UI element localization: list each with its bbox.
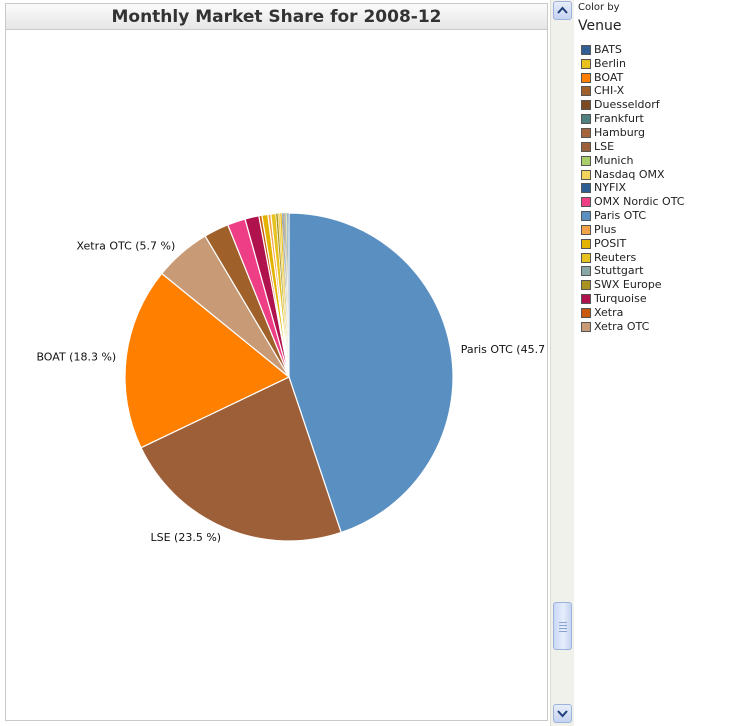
chart-panel: Paris OTC (45.7 LSE (23.5 %) BOAT (18.3 %)… (5, 3, 548, 721)
legend-item-berlin: Berlin (581, 57, 736, 71)
legend-label: NYFIX (594, 181, 627, 195)
legend-label: Reuters (594, 250, 637, 264)
legend-label: Munich (594, 153, 634, 167)
slice-label-xetra-otc: Xetra OTC (5.7 %) (76, 239, 175, 252)
legend-swatch (581, 183, 591, 194)
legend-item-omx-nordic-otc: OMX Nordic OTC (581, 195, 736, 209)
legend-label: POSIT (594, 236, 627, 250)
legend-label: Stuttgart (594, 264, 644, 278)
legend-item-plus: Plus (581, 223, 736, 237)
legend-swatch (581, 280, 591, 291)
legend-swatch (581, 266, 591, 277)
legend: Color by Venue BATS Berlin BOAT CHI-X Duesse… (578, 2, 736, 334)
legend-label: Turquoise (594, 292, 647, 306)
legend-swatch (581, 197, 591, 208)
legend-item-hamburg: Hamburg (581, 126, 736, 140)
legend-label: OMX Nordic OTC (594, 195, 685, 209)
pie-slice-paris-otc[interactable] (288, 212, 454, 534)
legend-swatch (581, 211, 591, 222)
legend-label: Duesseldorf (594, 98, 660, 112)
legend-item-swx-europe: SWX Europe (581, 278, 736, 292)
legend-item-boat: BOAT (581, 71, 736, 85)
legend-item-xetra: Xetra (581, 306, 736, 320)
legend-item-munich: Munich (581, 154, 736, 168)
legend-label: LSE (594, 139, 615, 153)
legend-swatch (581, 321, 591, 332)
legend-item-posit: POSIT (581, 237, 736, 251)
chevron-down-icon (557, 710, 568, 718)
legend-item-bats: BATS (581, 43, 736, 57)
legend-swatch (581, 141, 591, 152)
legend-swatch (581, 114, 591, 125)
legend-color-by-label: Color by (578, 2, 620, 13)
legend-title: Venue (578, 18, 622, 34)
legend-swatch (581, 44, 591, 55)
legend-item-stuttgart: Stuttgart (581, 265, 736, 279)
vertical-scrollbar[interactable] (550, 0, 574, 726)
legend-item-lse: LSE (581, 140, 736, 154)
chart-title: Monthly Market Share for 2008-12 (6, 4, 547, 30)
legend-label: BOAT (594, 70, 624, 84)
legend-item-reuters: Reuters (581, 251, 736, 265)
legend-swatch (581, 294, 591, 305)
slice-label-paris-otc: Paris OTC (45.7 (461, 343, 545, 356)
slice-label-lse: LSE (23.5 %) (151, 531, 222, 544)
legend-item-turquoise: Turquoise (581, 292, 736, 306)
pie-slice-boat[interactable] (124, 272, 291, 449)
scroll-thumb[interactable] (553, 602, 572, 650)
pie-slice-lse[interactable] (140, 376, 342, 542)
legend-swatch (581, 155, 591, 166)
legend-item-nyfix: NYFIX (581, 181, 736, 195)
legend-label: Paris OTC (594, 209, 647, 223)
legend-swatch (581, 58, 591, 69)
legend-label: SWX Europe (594, 278, 662, 292)
legend-label: Xetra (594, 305, 624, 319)
pie-chart: Paris OTC (45.7 LSE (23.5 %) BOAT (18.3 %)… (36, 212, 545, 544)
legend-swatch (581, 169, 591, 180)
legend-swatch (581, 72, 591, 83)
legend-label: Frankfurt (594, 112, 644, 126)
scroll-down-button[interactable] (553, 704, 572, 723)
legend-swatch (581, 127, 591, 138)
legend-label: Xetra OTC (594, 319, 650, 333)
legend-label: CHI-X (594, 84, 625, 98)
legend-list: BATS Berlin BOAT CHI-X Duesseldorf Frankfurt H… (581, 43, 736, 334)
legend-label: Berlin (594, 56, 626, 70)
legend-item-frankfurt: Frankfurt (581, 112, 736, 126)
legend-swatch (581, 252, 591, 263)
legend-item-paris-otc: Paris OTC (581, 209, 736, 223)
legend-label: Nasdaq OMX (594, 167, 665, 181)
legend-item-duesseldorf: Duesseldorf (581, 98, 736, 112)
legend-swatch (581, 100, 591, 111)
legend-label: Hamburg (594, 125, 645, 139)
scroll-up-button[interactable] (553, 1, 572, 20)
slice-label-boat: BOAT (18.3 %) (36, 350, 116, 363)
legend-swatch (581, 86, 591, 97)
legend-swatch (581, 224, 591, 235)
legend-label: Plus (594, 222, 617, 236)
legend-swatch (581, 307, 591, 318)
legend-label: BATS (594, 42, 622, 56)
legend-item-xetra-otc: Xetra OTC (581, 320, 736, 334)
legend-item-nasdaq-omx: Nasdaq OMX (581, 168, 736, 182)
pie-slice-stuttgart[interactable] (287, 212, 290, 378)
chevron-up-icon (557, 6, 568, 14)
legend-swatch (581, 238, 591, 249)
legend-item-chi-x: CHI-X (581, 85, 736, 99)
